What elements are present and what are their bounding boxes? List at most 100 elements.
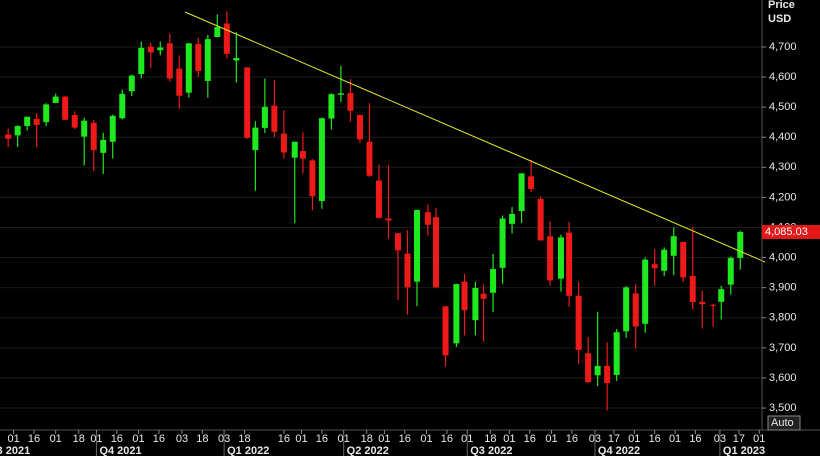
x-tick-label: 01 — [503, 433, 515, 445]
candle-body — [119, 93, 126, 119]
candle-body — [328, 94, 335, 119]
candle-body — [461, 281, 468, 311]
candle-body — [413, 210, 420, 282]
candle-body — [689, 275, 696, 303]
candle-body — [52, 96, 59, 103]
candle-body — [109, 115, 116, 142]
x-tick-label: 18 — [196, 433, 208, 445]
candle-body — [261, 106, 268, 128]
auto-button-label[interactable]: Auto — [771, 417, 794, 429]
y-tick-label: 3,700 — [769, 342, 797, 354]
candle-body — [490, 269, 497, 293]
grid — [0, 46, 762, 409]
x-tick-label: 01 — [628, 433, 640, 445]
x-tick-label: 16 — [28, 433, 40, 445]
y-axis-label: Price — [768, 0, 795, 11]
candle-body — [547, 236, 554, 281]
candle-body — [185, 43, 192, 93]
x-tick-label: 03 — [176, 433, 188, 445]
candle-body — [244, 67, 251, 138]
candle-body — [100, 139, 107, 153]
candle-body — [43, 104, 50, 123]
quarter-label: Q4 2021 — [99, 445, 141, 456]
candle-body — [557, 237, 564, 279]
quarter-label: Q3 2022 — [470, 445, 512, 456]
y-tick-label: 3,500 — [769, 402, 797, 414]
candle-body — [62, 96, 69, 120]
candle-body — [623, 287, 630, 332]
candle-body — [233, 58, 240, 61]
candle-body — [195, 43, 202, 72]
x-tick-label: 17 — [608, 433, 620, 445]
y-tick-label: 4,200 — [769, 191, 797, 203]
candle-body — [509, 213, 516, 224]
x-tick-label: 01 — [132, 433, 144, 445]
candle-body — [404, 253, 411, 288]
quarter-label: Q3 2021 — [0, 445, 30, 456]
x-tick-label: 01 — [295, 433, 307, 445]
candle-body — [394, 233, 401, 251]
candle-body — [670, 236, 677, 256]
candle-body — [81, 120, 88, 137]
x-tick-label: 01 — [669, 433, 681, 445]
candle-body — [223, 23, 230, 54]
candle-body — [90, 122, 97, 151]
candle-body — [442, 306, 449, 356]
candle-body — [453, 284, 460, 344]
x-tick-label: 16 — [111, 433, 123, 445]
candle-body — [699, 301, 706, 305]
candle-body — [718, 289, 725, 302]
candle-body — [661, 249, 668, 271]
candle-body — [727, 257, 734, 285]
candle-body — [252, 127, 259, 151]
axis: 3,5003,6003,7003,8003,9004,0004,1004,200… — [0, 41, 820, 456]
candle-body — [147, 46, 154, 53]
x-tick-label: 18 — [361, 433, 373, 445]
quarter-label: Q1 2022 — [227, 445, 269, 456]
quarter-label: Q1 2023 — [723, 445, 765, 456]
x-tick-label: 18 — [73, 433, 85, 445]
candle-body — [271, 105, 278, 132]
y-tick-label: 4,300 — [769, 161, 797, 173]
x-tick-label: 01 — [50, 433, 62, 445]
candle-body — [537, 198, 544, 241]
y-tick-label: 3,800 — [769, 312, 797, 324]
x-tick-label: 16 — [566, 433, 578, 445]
candle-body — [356, 114, 363, 140]
x-tick-label: 16 — [441, 433, 453, 445]
quarter-label: Q2 2022 — [347, 445, 389, 456]
candle-body — [710, 304, 717, 306]
candle-body — [604, 365, 611, 384]
candle-body — [585, 353, 592, 383]
candle-body — [291, 141, 298, 158]
candle-body — [594, 365, 601, 376]
quarter-label: Q4 2022 — [598, 445, 640, 456]
candle-body — [128, 75, 135, 92]
candle-body — [680, 241, 687, 278]
trend-line — [184, 11, 766, 263]
x-tick-label: 01 — [420, 433, 432, 445]
candle-body — [347, 92, 354, 111]
candle-body — [138, 47, 145, 75]
candle-body — [385, 218, 392, 221]
candle-body — [613, 332, 620, 375]
y-tick-label: 3,900 — [769, 282, 797, 294]
last-value-label: 4,085.03 — [765, 226, 808, 238]
candle-body — [433, 217, 440, 288]
candle-body — [33, 118, 40, 125]
candle-body — [318, 118, 325, 202]
candle-body — [518, 173, 525, 211]
candle-body — [366, 141, 373, 176]
candle-body — [166, 43, 173, 79]
candle-body — [309, 160, 316, 197]
auto-button[interactable] — [767, 415, 801, 431]
candle-body — [5, 134, 12, 139]
x-tick-label: 01 — [545, 433, 557, 445]
candle-body — [176, 68, 183, 96]
candle-body — [737, 231, 744, 258]
candle-body — [375, 180, 382, 218]
candle-body — [632, 293, 639, 327]
candle-body — [528, 176, 535, 189]
candle-body — [280, 133, 287, 153]
